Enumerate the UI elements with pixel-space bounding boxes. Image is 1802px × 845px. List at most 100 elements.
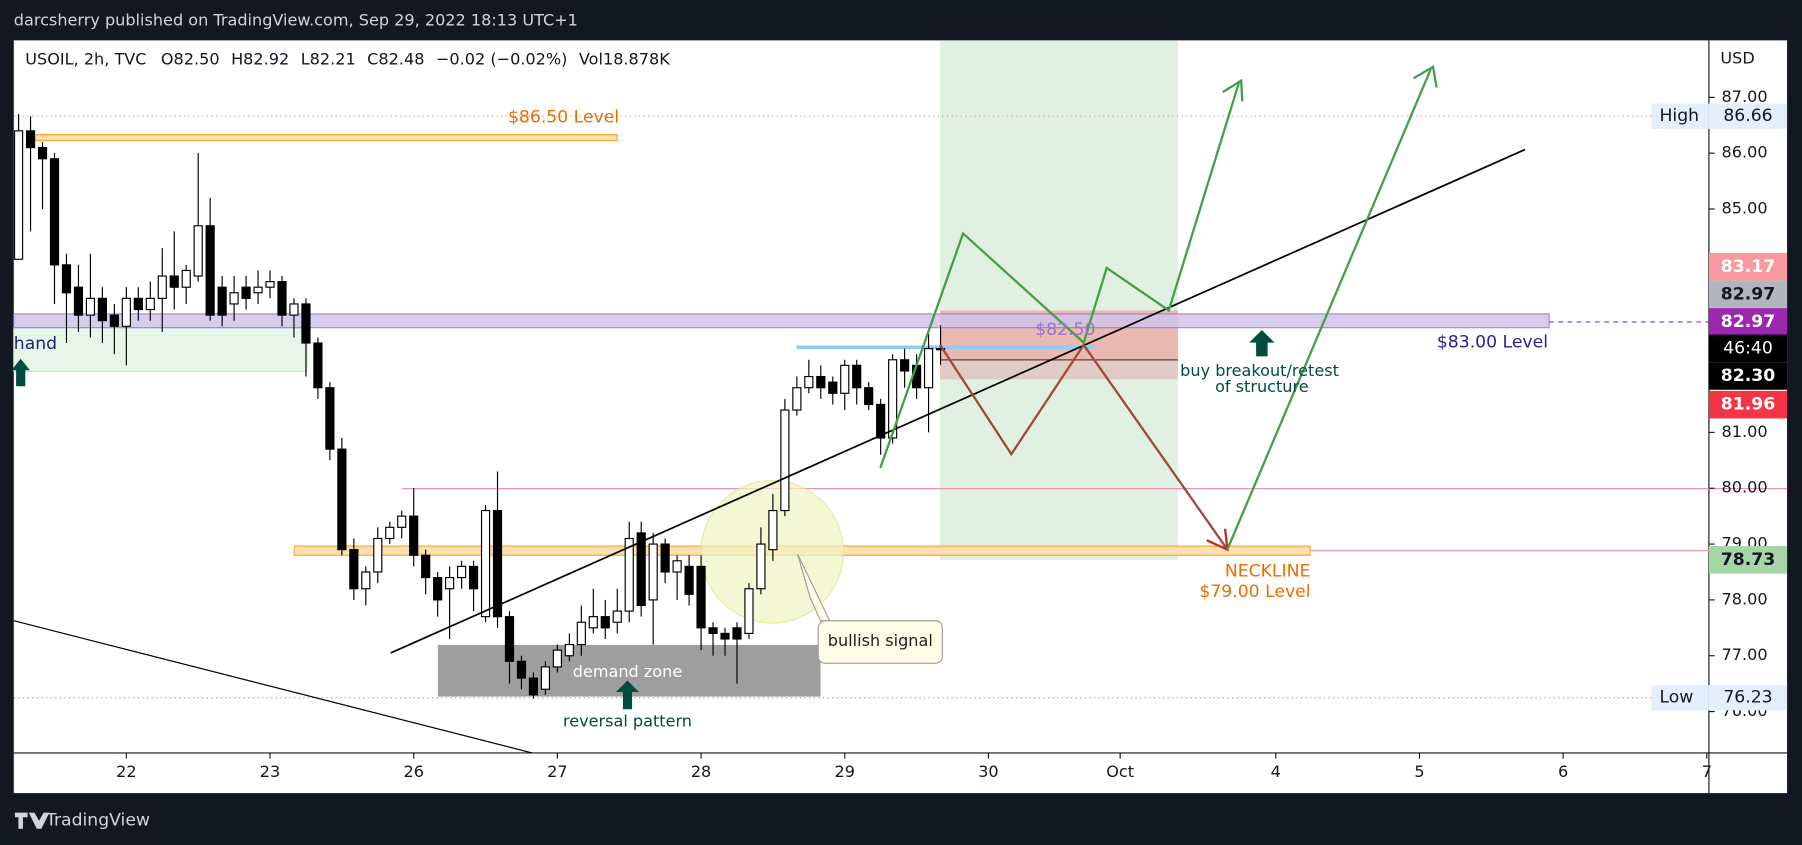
candle-body — [133, 297, 143, 311]
candle-body — [923, 348, 934, 389]
candle-body — [660, 543, 670, 573]
price-label — [1708, 308, 1788, 336]
footer: TradingView — [45, 811, 150, 831]
level-83-band — [13, 313, 1550, 329]
candle-body — [888, 359, 898, 439]
price-label-value: 76.23 — [1723, 688, 1772, 708]
candle-body — [720, 632, 730, 640]
candle-body — [397, 515, 407, 528]
candle-body — [636, 532, 646, 607]
candle-body — [253, 286, 263, 294]
top-bar: darcsherry published on TradingView.com,… — [14, 10, 578, 29]
annotation: hand — [14, 334, 57, 354]
candle-body — [780, 409, 790, 512]
y-tick-label: 85.00 — [1722, 199, 1768, 218]
candle-body — [576, 621, 586, 646]
candle-body — [768, 509, 778, 551]
candle-body — [145, 297, 155, 311]
candle-body — [564, 643, 574, 657]
candle-body — [409, 515, 419, 556]
candle-body — [480, 509, 491, 618]
candle-body — [97, 297, 107, 322]
price-label-value: 86.66 — [1723, 106, 1772, 126]
logo — [14, 812, 50, 829]
price-label-value: 78.73 — [1721, 550, 1775, 570]
candle-body — [277, 281, 287, 316]
candle-body — [852, 364, 862, 389]
candle-body — [421, 554, 431, 579]
candle-body — [337, 448, 347, 551]
up-arrow — [1249, 329, 1275, 357]
price-label — [1708, 390, 1788, 419]
x-tick-label: 30 — [978, 762, 998, 781]
candle-body — [624, 537, 634, 612]
price-label — [1708, 546, 1788, 574]
x-tick-label: 29 — [835, 762, 855, 781]
annotation: NECKLINE — [1225, 561, 1311, 581]
x-tick-label: 28 — [691, 762, 711, 781]
candle-body — [241, 286, 251, 299]
candle-body — [600, 616, 610, 629]
bull-path — [879, 82, 1240, 469]
candle-body — [696, 565, 706, 629]
price-label-name: Low — [1659, 688, 1693, 708]
trendline — [390, 148, 1526, 654]
up-arrow — [615, 680, 639, 710]
legend-item: C82.48 — [367, 49, 424, 68]
candle-body — [516, 660, 527, 679]
arrow-head — [1222, 78, 1244, 102]
price-label — [1708, 280, 1788, 309]
legend-item: H82.92 — [231, 49, 289, 68]
price-label-tag — [1651, 103, 1709, 129]
bear-path — [939, 342, 1229, 551]
candle-body — [217, 286, 227, 316]
candle-body — [265, 281, 275, 288]
candle-body — [121, 297, 131, 327]
stop-zone-lower — [940, 359, 1178, 380]
annotation: demand zone — [573, 662, 683, 681]
candle-body — [935, 348, 946, 351]
y-tick-label: 81.00 — [1722, 422, 1768, 441]
candle-body — [25, 130, 36, 149]
candle-body — [540, 666, 551, 690]
annotation: $79.00 Level — [1199, 582, 1310, 602]
candle-body — [73, 286, 84, 316]
countdown — [1708, 334, 1788, 363]
candle-body — [289, 303, 299, 316]
legend-item: Vol18.878K — [579, 49, 670, 68]
y-tick-label: 80.00 — [1722, 478, 1768, 497]
level-8650-band — [33, 134, 618, 141]
candle-body — [37, 147, 48, 160]
annotation: $82.50 — [1035, 320, 1095, 340]
legend-item: O82.50 — [161, 49, 220, 68]
annotation: $83.00 Level — [1437, 333, 1548, 353]
price-labels: High 86.66 83.17 82.97 82.97 46:40 82.30 81.96 7… — [1651, 103, 1788, 711]
candle-body — [85, 297, 96, 316]
x-tick-label: 26 — [403, 762, 423, 781]
candle-body — [552, 649, 562, 668]
candle-body — [492, 509, 503, 618]
x-tick-label: 23 — [260, 762, 280, 781]
bull-path-2 — [1226, 68, 1432, 550]
candle-body — [840, 364, 850, 394]
candle-body — [648, 543, 658, 601]
candle-body — [445, 576, 455, 590]
candle-body — [504, 616, 515, 662]
candle-body — [588, 616, 598, 629]
candle-body — [732, 627, 742, 640]
x-tick-label: 27 — [547, 762, 567, 781]
bullish-circle — [700, 479, 845, 624]
annotation: buy breakout/retest — [1180, 361, 1339, 380]
candle-body — [433, 576, 443, 601]
candle-body — [864, 387, 874, 406]
candle-body — [744, 588, 754, 634]
candle-body — [756, 543, 766, 590]
candle-body — [385, 526, 395, 540]
candle-body — [708, 627, 718, 634]
price-label — [1708, 103, 1788, 129]
annotation: reversal pattern — [563, 711, 692, 730]
x-tick-label: 4 — [1271, 762, 1281, 781]
candle-body — [804, 375, 814, 389]
